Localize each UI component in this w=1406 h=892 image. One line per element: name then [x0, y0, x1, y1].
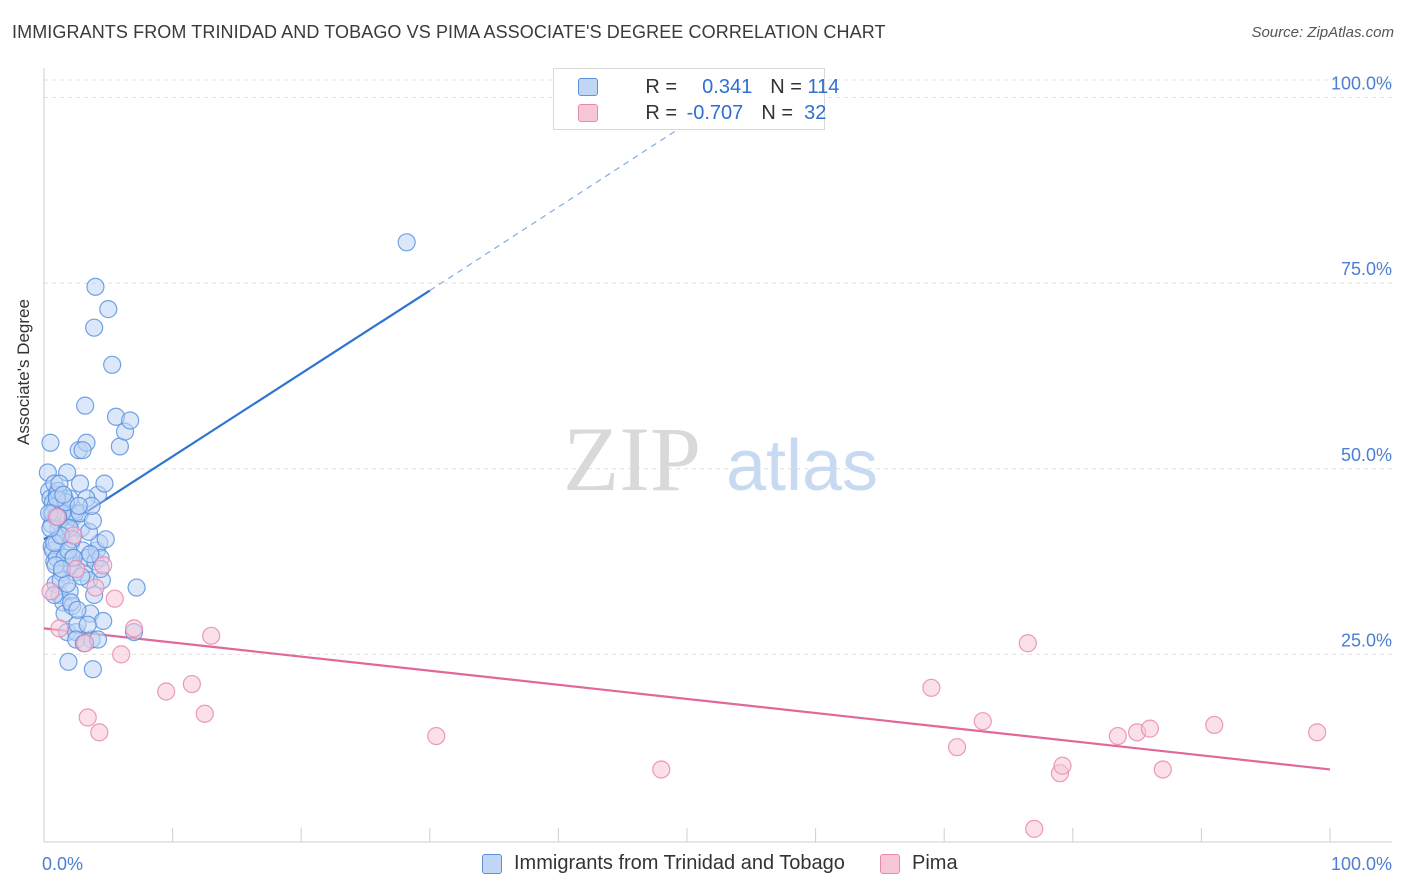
watermark-zip: ZIP [563, 408, 701, 510]
point-pima [157, 682, 176, 701]
point-pima [427, 726, 446, 746]
point-pima [47, 507, 66, 527]
point-pima [112, 645, 131, 664]
point-pima [973, 712, 992, 731]
point-pima [86, 578, 105, 597]
legend-n-value: 114 [807, 75, 840, 98]
point-trinidad-tobago [127, 578, 146, 597]
legend-n-label: N = [761, 101, 799, 124]
y-tick-label: 100.0% [1331, 74, 1392, 94]
legend-r-label: R = [645, 75, 683, 98]
y-axis-label: Associate's Degree [14, 299, 33, 445]
legend-swatch-blue [578, 78, 598, 96]
legend-r-label: R = [645, 101, 683, 124]
point-pima [41, 582, 60, 601]
y-tick-label: 25.0% [1341, 630, 1392, 650]
legend-r-value: 0.341 [696, 75, 753, 98]
bottom-legend-pink: Pima [880, 852, 958, 875]
correlation-legend: R = 0.341 N = 114 R = -0.707 N = 32 [553, 68, 839, 130]
point-pima [1053, 756, 1072, 775]
point-pima [67, 559, 86, 579]
legend-swatch-pink [578, 104, 598, 122]
point-pima [50, 619, 69, 638]
point-pima [922, 678, 941, 697]
point-trinidad-tobago [99, 300, 118, 319]
axes [43, 68, 1392, 843]
point-trinidad-tobago [59, 652, 78, 671]
point-pima [202, 626, 221, 645]
point-trinidad-tobago [397, 233, 416, 252]
point-pima [94, 556, 113, 575]
point-trinidad-tobago [41, 433, 60, 452]
point-pima [1108, 726, 1127, 746]
point-pima [124, 619, 144, 638]
legend-n-value: 32 [798, 101, 827, 124]
point-pima [78, 708, 97, 727]
point-trinidad-tobago [103, 355, 122, 374]
point-trinidad-tobago [54, 485, 73, 504]
x-tick-label: 0.0% [42, 854, 83, 874]
point-pima [76, 634, 95, 653]
point-trinidad-tobago [68, 600, 87, 619]
point-pima [652, 760, 671, 779]
point-trinidad-tobago [78, 615, 97, 634]
watermark-atlas: atlas [726, 426, 878, 506]
legend-r-value: -0.707 [686, 101, 744, 124]
bottom-legend-blue: Immigrants from Trinidad and Tobago [482, 852, 845, 875]
point-trinidad-tobago [69, 496, 88, 515]
point-pima [1140, 719, 1160, 738]
point-pima [1205, 715, 1224, 735]
tick-labels: 25.0% 50.0% 75.0% 100.0% 0.0% 100.0% [42, 74, 1392, 875]
source-label: Source: ZipAtlas.com [1251, 24, 1394, 41]
bottom-legend-swatch-pink [880, 853, 900, 874]
point-trinidad-tobago [96, 530, 115, 549]
point-trinidad-tobago [121, 411, 140, 430]
point-pima [90, 723, 109, 742]
watermark: ZIP atlas [563, 408, 878, 510]
trend-line-pima [43, 627, 1331, 771]
point-pima [1018, 634, 1037, 653]
bottom-legend-label-blue: Immigrants from Trinidad and Tobago [514, 852, 845, 874]
bottom-legend-label-pink: Pima [912, 852, 958, 874]
point-trinidad-tobago [86, 277, 105, 296]
point-trinidad-tobago [85, 318, 104, 337]
y-tick-label: 75.0% [1341, 259, 1392, 279]
point-pima [195, 704, 214, 723]
point-trinidad-tobago [94, 611, 113, 631]
trend-line-trinidad-tobago [43, 289, 431, 541]
point-pima [105, 589, 124, 608]
legend-n-label: N = [770, 75, 808, 98]
point-pima [182, 674, 201, 694]
point-trinidad-tobago [76, 396, 95, 415]
point-trinidad-tobago [73, 441, 92, 460]
point-pima [1025, 819, 1044, 838]
point-pima [1308, 723, 1327, 742]
point-pima [1153, 760, 1172, 779]
chart-title: IMMIGRANTS FROM TRINIDAD AND TOBAGO VS P… [12, 22, 886, 42]
bottom-legend-swatch-blue [482, 853, 502, 874]
point-trinidad-tobago [95, 474, 114, 493]
point-trinidad-tobago [83, 660, 102, 679]
x-tick-label: 100.0% [1331, 854, 1392, 874]
grid-lines [44, 79, 1392, 655]
trend-lines [43, 122, 1331, 771]
point-pima [64, 526, 83, 545]
trend-line-trinidad-tobago-extension [429, 122, 688, 292]
y-tick-label: 50.0% [1341, 445, 1392, 465]
data-points [38, 233, 1327, 838]
point-pima [947, 738, 967, 757]
